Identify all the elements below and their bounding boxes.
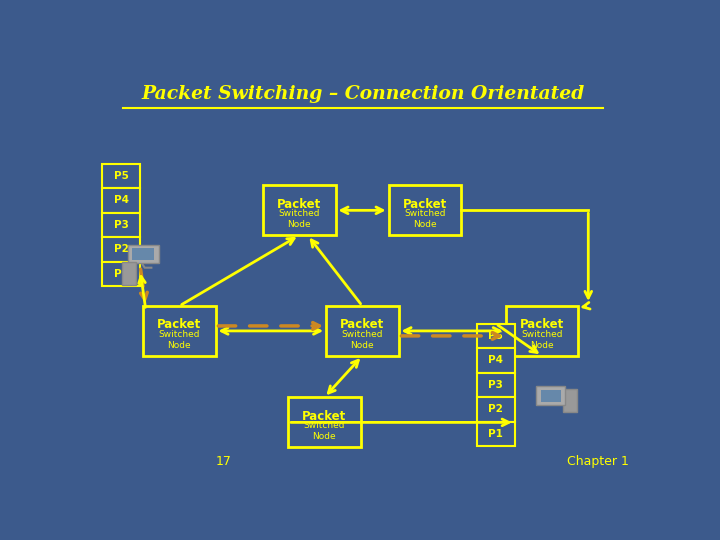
FancyBboxPatch shape (477, 323, 515, 348)
Text: Packet: Packet (157, 319, 202, 332)
FancyBboxPatch shape (389, 185, 461, 235)
FancyBboxPatch shape (122, 262, 136, 285)
FancyBboxPatch shape (102, 188, 140, 213)
Text: P5: P5 (114, 171, 129, 181)
Text: Switched
Node: Switched Node (521, 330, 563, 350)
FancyBboxPatch shape (477, 397, 515, 422)
Text: Switched
Node: Switched Node (158, 330, 200, 350)
Text: Packet: Packet (277, 198, 321, 211)
Text: P5: P5 (488, 331, 503, 341)
Text: P3: P3 (488, 380, 503, 390)
Text: Packet: Packet (520, 319, 564, 332)
Text: Switched
Node: Switched Node (341, 330, 383, 350)
Text: Switched
Node: Switched Node (279, 210, 320, 230)
FancyBboxPatch shape (536, 386, 565, 404)
FancyBboxPatch shape (562, 389, 577, 412)
FancyBboxPatch shape (143, 306, 215, 356)
Text: P1: P1 (488, 429, 503, 439)
FancyBboxPatch shape (128, 245, 159, 263)
Text: Switched
Node: Switched Node (304, 421, 345, 441)
FancyBboxPatch shape (102, 213, 140, 237)
Text: P1: P1 (114, 269, 129, 279)
Text: Switched
Node: Switched Node (404, 210, 446, 230)
Text: P2: P2 (114, 245, 129, 254)
FancyBboxPatch shape (477, 348, 515, 373)
FancyBboxPatch shape (102, 164, 140, 188)
FancyBboxPatch shape (132, 248, 153, 260)
Text: P4: P4 (114, 195, 129, 205)
Text: Packet: Packet (302, 410, 346, 423)
FancyBboxPatch shape (505, 306, 578, 356)
Text: Packet: Packet (340, 319, 384, 332)
FancyBboxPatch shape (326, 306, 399, 356)
FancyBboxPatch shape (102, 262, 140, 286)
FancyBboxPatch shape (477, 422, 515, 446)
FancyBboxPatch shape (477, 373, 515, 397)
FancyBboxPatch shape (288, 397, 361, 447)
Text: Packet Switching – Connection Orientated: Packet Switching – Connection Orientated (142, 85, 585, 103)
Text: P3: P3 (114, 220, 129, 230)
Text: P2: P2 (488, 404, 503, 415)
Text: Packet: Packet (402, 198, 447, 211)
Text: P4: P4 (488, 355, 503, 366)
Text: Chapter 1: Chapter 1 (567, 455, 629, 468)
FancyBboxPatch shape (102, 237, 140, 262)
Text: 17: 17 (216, 455, 232, 468)
FancyBboxPatch shape (541, 390, 561, 402)
FancyBboxPatch shape (263, 185, 336, 235)
